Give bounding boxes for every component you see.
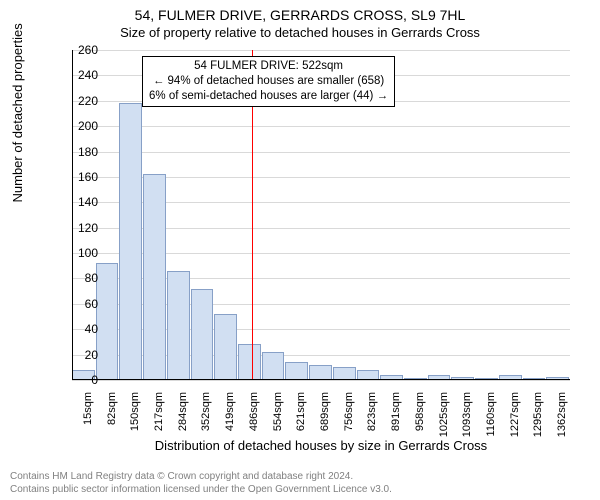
gridline xyxy=(72,380,570,381)
histogram-bar xyxy=(167,271,190,380)
x-tick-label: 823sqm xyxy=(366,392,378,431)
x-tick-label: 15sqm xyxy=(82,392,94,425)
x-tick-label: 1025sqm xyxy=(438,392,450,437)
chart-title: 54, FULMER DRIVE, GERRARDS CROSS, SL9 7H… xyxy=(0,0,600,25)
x-axis-label: Distribution of detached houses by size … xyxy=(72,438,570,453)
y-tick-label: 220 xyxy=(68,94,98,108)
histogram-bar xyxy=(238,344,261,380)
y-tick-label: 120 xyxy=(68,221,98,235)
y-tick-label: 160 xyxy=(68,170,98,184)
annotation-line-3: 6% of semi-detached houses are larger (4… xyxy=(149,89,388,104)
histogram-bar xyxy=(309,365,332,380)
y-tick-label: 180 xyxy=(68,145,98,159)
chart-plot-area: 54 FULMER DRIVE: 522sqm ← 94% of detache… xyxy=(72,50,570,380)
x-tick-label: 217sqm xyxy=(153,392,165,431)
x-tick-label: 891sqm xyxy=(390,392,402,431)
y-axis-label: Number of detached properties xyxy=(10,23,25,202)
y-tick-label: 0 xyxy=(68,373,98,387)
histogram-bar xyxy=(143,174,166,380)
histogram-bar xyxy=(262,352,285,380)
credit-line-2: Contains public sector information licen… xyxy=(10,483,392,496)
annotation-line-2: ← 94% of detached houses are smaller (65… xyxy=(149,74,388,89)
gridline xyxy=(72,152,570,153)
y-tick-label: 200 xyxy=(68,119,98,133)
x-tick-label: 1227sqm xyxy=(509,392,521,437)
gridline xyxy=(72,50,570,51)
x-tick-label: 284sqm xyxy=(177,392,189,431)
y-tick-label: 60 xyxy=(68,297,98,311)
histogram-bar xyxy=(285,362,308,380)
y-tick-label: 20 xyxy=(68,348,98,362)
x-axis-line xyxy=(72,379,570,380)
x-tick-label: 1295sqm xyxy=(532,392,544,437)
x-tick-label: 1093sqm xyxy=(461,392,473,437)
x-tick-label: 352sqm xyxy=(200,392,212,431)
annotation-line-1: 54 FULMER DRIVE: 522sqm xyxy=(149,59,388,74)
x-tick-label: 82sqm xyxy=(106,392,118,425)
x-tick-label: 756sqm xyxy=(343,392,355,431)
credit-text: Contains HM Land Registry data © Crown c… xyxy=(10,470,392,496)
x-tick-label: 419sqm xyxy=(224,392,236,431)
x-tick-label: 554sqm xyxy=(272,392,284,431)
y-tick-label: 100 xyxy=(68,246,98,260)
x-tick-label: 689sqm xyxy=(319,392,331,431)
gridline xyxy=(72,126,570,127)
y-tick-label: 80 xyxy=(68,271,98,285)
histogram-bar xyxy=(191,289,214,380)
y-tick-label: 140 xyxy=(68,195,98,209)
histogram-bar xyxy=(119,103,142,380)
x-tick-label: 150sqm xyxy=(129,392,141,431)
y-tick-label: 260 xyxy=(68,43,98,57)
histogram-bar xyxy=(214,314,237,380)
x-tick-label: 1362sqm xyxy=(556,392,568,437)
credit-line-1: Contains HM Land Registry data © Crown c… xyxy=(10,470,392,483)
y-tick-label: 40 xyxy=(68,322,98,336)
x-tick-label: 1160sqm xyxy=(485,392,497,436)
x-tick-label: 486sqm xyxy=(248,392,260,431)
y-tick-label: 240 xyxy=(68,68,98,82)
x-tick-label: 958sqm xyxy=(414,392,426,431)
chart-subtitle: Size of property relative to detached ho… xyxy=(0,25,600,44)
histogram-bar xyxy=(96,263,119,380)
annotation-box: 54 FULMER DRIVE: 522sqm ← 94% of detache… xyxy=(142,56,395,107)
x-tick-label: 621sqm xyxy=(295,392,307,431)
